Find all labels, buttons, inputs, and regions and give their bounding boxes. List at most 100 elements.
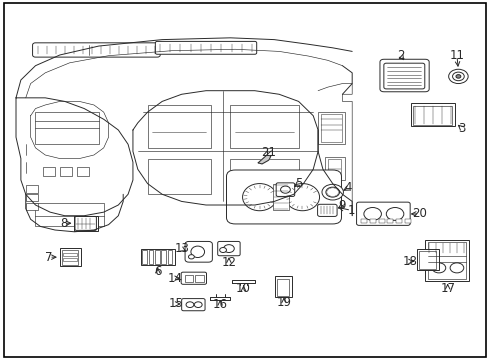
Ellipse shape <box>449 69 468 84</box>
Bar <box>60 248 81 266</box>
Ellipse shape <box>456 75 461 78</box>
FancyBboxPatch shape <box>75 216 97 230</box>
Bar <box>417 249 440 270</box>
Text: 13: 13 <box>174 242 189 256</box>
FancyBboxPatch shape <box>226 170 342 224</box>
FancyBboxPatch shape <box>218 242 240 256</box>
Text: 5: 5 <box>295 177 302 190</box>
Ellipse shape <box>322 184 343 200</box>
Ellipse shape <box>195 302 202 307</box>
Ellipse shape <box>432 263 446 273</box>
Text: 1: 1 <box>347 204 355 217</box>
Text: 7: 7 <box>46 251 53 264</box>
Bar <box>277 279 289 296</box>
Bar <box>396 219 402 223</box>
Bar <box>26 185 38 193</box>
Bar <box>362 219 368 223</box>
Bar <box>325 157 345 180</box>
FancyBboxPatch shape <box>185 242 212 262</box>
Bar <box>320 114 342 143</box>
Bar <box>155 250 160 264</box>
Bar <box>43 167 55 176</box>
Ellipse shape <box>281 186 290 193</box>
Bar <box>60 167 72 176</box>
Ellipse shape <box>191 246 204 257</box>
Bar <box>195 275 203 282</box>
Bar <box>62 250 78 265</box>
Ellipse shape <box>186 302 194 307</box>
Bar <box>168 250 172 264</box>
Ellipse shape <box>220 248 226 252</box>
Bar <box>328 158 342 178</box>
FancyBboxPatch shape <box>276 183 294 197</box>
Text: 16: 16 <box>213 298 228 311</box>
FancyBboxPatch shape <box>318 204 337 216</box>
Bar <box>275 276 292 297</box>
Polygon shape <box>258 155 271 164</box>
Ellipse shape <box>328 189 337 195</box>
FancyBboxPatch shape <box>32 43 160 57</box>
Bar <box>63 258 77 261</box>
Ellipse shape <box>453 72 464 81</box>
Text: 8: 8 <box>60 217 68 230</box>
Text: 6: 6 <box>154 265 162 278</box>
Ellipse shape <box>189 255 195 259</box>
Bar <box>413 106 452 125</box>
Text: 2: 2 <box>397 49 405 62</box>
Text: 14: 14 <box>168 272 182 285</box>
Bar <box>230 158 298 194</box>
Bar <box>185 275 194 282</box>
FancyBboxPatch shape <box>181 272 206 284</box>
Bar <box>63 253 77 256</box>
Text: 9: 9 <box>339 199 346 212</box>
Text: 21: 21 <box>261 146 276 159</box>
Bar <box>411 103 456 126</box>
FancyBboxPatch shape <box>384 63 425 89</box>
Bar <box>230 105 298 148</box>
Bar <box>425 240 469 281</box>
Bar <box>370 219 376 223</box>
Bar <box>35 112 99 144</box>
FancyBboxPatch shape <box>380 59 429 92</box>
Ellipse shape <box>364 207 381 220</box>
Ellipse shape <box>326 187 340 197</box>
Ellipse shape <box>450 263 464 273</box>
Bar <box>142 250 147 264</box>
Ellipse shape <box>330 190 336 194</box>
Bar <box>273 184 289 210</box>
Bar <box>388 219 393 223</box>
Bar <box>147 105 211 148</box>
FancyBboxPatch shape <box>182 298 205 311</box>
Bar <box>405 219 411 223</box>
Bar <box>26 194 38 202</box>
Ellipse shape <box>327 188 339 197</box>
Ellipse shape <box>243 184 277 211</box>
Bar <box>35 203 104 226</box>
Text: 17: 17 <box>440 282 455 295</box>
Text: 12: 12 <box>221 256 236 269</box>
Bar <box>141 249 175 265</box>
Ellipse shape <box>386 207 404 220</box>
Bar <box>318 112 345 144</box>
FancyBboxPatch shape <box>357 202 410 225</box>
Bar <box>161 250 166 264</box>
Text: 10: 10 <box>236 283 251 296</box>
Text: 20: 20 <box>412 207 427 220</box>
Text: 11: 11 <box>449 49 465 62</box>
Ellipse shape <box>223 245 234 252</box>
Bar <box>428 242 465 279</box>
Text: 15: 15 <box>169 297 183 310</box>
Bar <box>74 216 98 231</box>
Bar <box>26 203 38 210</box>
Text: 18: 18 <box>402 255 417 268</box>
Bar <box>147 158 211 194</box>
Bar <box>148 250 153 264</box>
FancyBboxPatch shape <box>155 41 257 54</box>
Ellipse shape <box>286 184 319 211</box>
Text: 3: 3 <box>458 122 466 135</box>
Bar <box>419 251 437 269</box>
Bar <box>379 219 385 223</box>
Bar <box>77 167 89 176</box>
Text: 19: 19 <box>276 296 292 309</box>
Text: 4: 4 <box>344 181 352 194</box>
